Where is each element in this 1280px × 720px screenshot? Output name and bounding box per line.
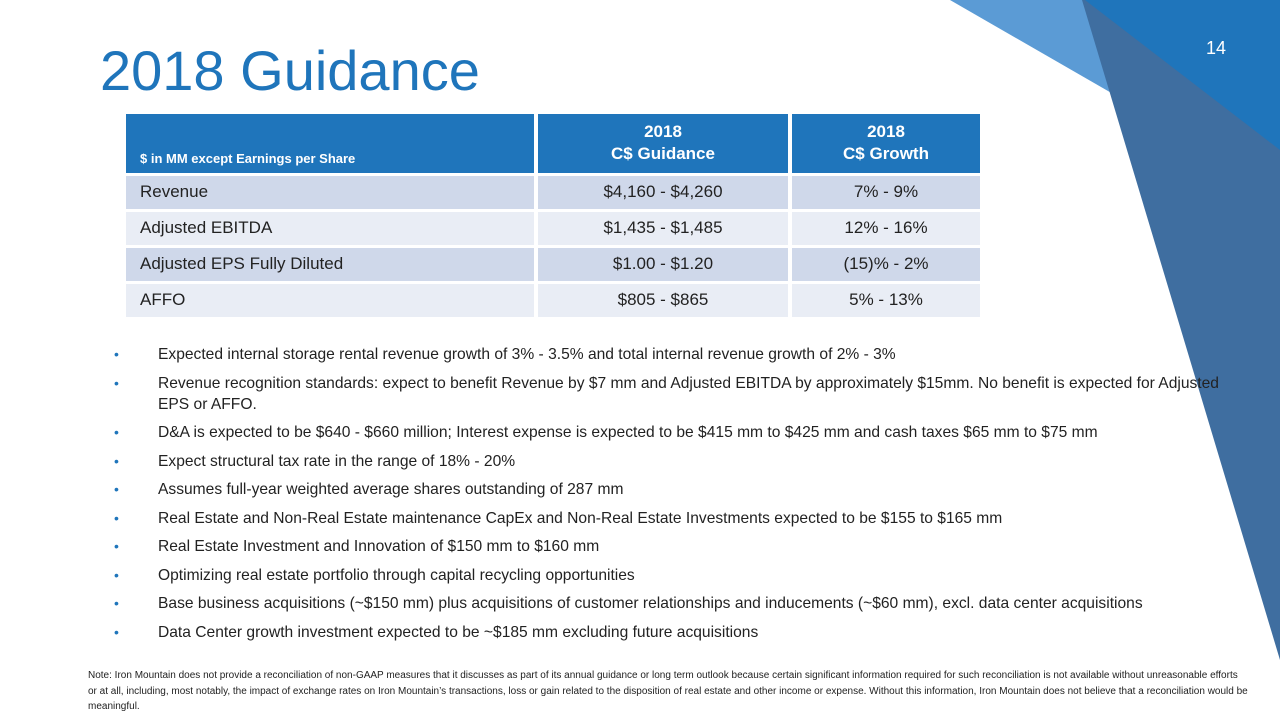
table-row: Revenue $4,160 - $4,260 7% - 9% [126, 174, 980, 212]
bullet-icon: • [114, 509, 119, 526]
column-name: C$ Guidance [611, 144, 715, 164]
list-item-text: Real Estate Investment and Innovation of… [158, 538, 600, 555]
guidance-cell: $1,435 - $1,485 [534, 210, 790, 248]
guidance-cell: $805 - $865 [534, 282, 790, 320]
list-item-text: D&A is expected to be $640 - $660 millio… [158, 424, 1098, 441]
list-item-text: Revenue recognition standards: expect to… [158, 374, 1219, 413]
list-item-text: Optimizing real estate portfolio through… [158, 566, 635, 584]
list-item: • Optimizing real estate portfolio throug… [114, 565, 1244, 586]
list-item: • Base business acquisitions (~$150 mm) p… [114, 593, 1244, 614]
bullet-icon: • [114, 566, 119, 583]
corner-band-accent [1085, 0, 1280, 150]
bullet-icon: • [114, 538, 119, 554]
list-item: • Assumes full-year weighted average shar… [114, 479, 1244, 500]
bullet-icon: • [114, 623, 119, 640]
page-number: 14 [1205, 38, 1227, 58]
bullet-icon: • [114, 481, 119, 497]
bullet-icon: • [114, 346, 119, 362]
table-header-row: $ in MM except Earnings per Share 2018 C… [126, 114, 980, 176]
guidance-cell: $1.00 - $1.20 [534, 246, 790, 284]
growth-cell: (15)% - 2% [788, 246, 980, 284]
list-item: • Real Estate Investment and Innovation o… [114, 536, 1244, 557]
list-item-text: Assumes full-year weighted average share… [158, 481, 624, 498]
growth-cell: 7% - 9% [788, 174, 980, 212]
guidance-table: $ in MM except Earnings per Share 2018 C… [126, 114, 980, 320]
guidance-bullet-list: • Expected internal storage rental revenu… [114, 344, 1244, 650]
column-header-guidance: 2018 C$ Guidance [534, 114, 790, 176]
metric-cell: AFFO [126, 282, 536, 320]
table-header-label: $ in MM except Earnings per Share [126, 114, 536, 176]
bullet-icon: • [114, 374, 119, 391]
growth-cell: 5% - 13% [788, 282, 980, 320]
bullet-icon: • [114, 452, 119, 469]
column-header-growth: 2018 C$ Growth [788, 114, 980, 176]
list-item-text: Data Center growth investment expected t… [158, 623, 759, 641]
footnote: Note: Iron Mountain does not provide a r… [88, 670, 1248, 712]
metric-cell: Adjusted EPS Fully Diluted [126, 246, 536, 284]
metric-cell: Revenue [126, 174, 536, 212]
list-item-text: Expect structural tax rate in the range … [158, 452, 516, 470]
bullet-icon: • [114, 424, 119, 440]
column-year: 2018 [867, 122, 905, 142]
corner-band-light [950, 0, 1280, 190]
table-row: AFFO $805 - $865 5% - 13% [126, 282, 980, 320]
column-year: 2018 [644, 122, 682, 142]
page-title: 2018 Guidance [100, 39, 480, 102]
list-item-text: Real Estate and Non-Real Estate maintena… [158, 509, 1003, 527]
list-item: • D&A is expected to be $640 - $660 milli… [114, 422, 1244, 443]
metric-cell: Adjusted EBITDA [126, 210, 536, 248]
list-item-text: Base business acquisitions (~$150 mm) pl… [158, 595, 1143, 612]
list-item-text: Expected internal storage rental revenue… [158, 346, 896, 363]
column-name: C$ Growth [843, 144, 929, 164]
guidance-cell: $4,160 - $4,260 [534, 174, 790, 212]
bullet-icon: • [114, 595, 119, 611]
growth-cell: 12% - 16% [788, 210, 980, 248]
list-item: • Expect structural tax rate in the range… [114, 451, 1244, 472]
table-row: Adjusted EBITDA $1,435 - $1,485 12% - 16… [126, 210, 980, 248]
list-item: • Real Estate and Non-Real Estate mainten… [114, 508, 1244, 529]
list-item: • Revenue recognition standards: expect t… [114, 373, 1244, 415]
table-row: Adjusted EPS Fully Diluted $1.00 - $1.20… [126, 246, 980, 284]
list-item: • Data Center growth investment expected … [114, 622, 1244, 643]
list-item: • Expected internal storage rental revenu… [114, 344, 1244, 365]
